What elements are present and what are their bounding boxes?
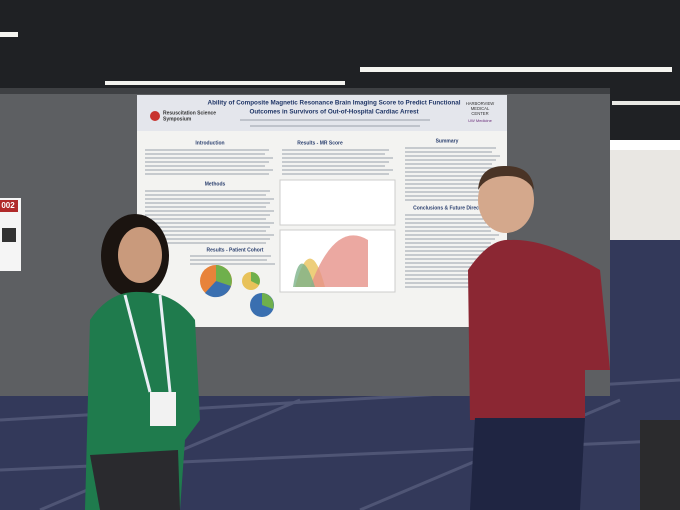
pie-slice	[262, 293, 274, 309]
pants	[90, 450, 180, 510]
figure-curve	[293, 263, 315, 287]
section-header: Introduction	[195, 140, 224, 146]
poster-title: Outcomes in Survivors of Out-of-Hospital…	[249, 109, 419, 116]
pants	[470, 418, 585, 510]
symposium: Resuscitation Science	[163, 110, 216, 116]
pie-slice	[251, 272, 260, 285]
figure	[279, 179, 396, 226]
pie-slice	[216, 265, 232, 286]
institution: MEDICAL	[471, 106, 490, 111]
section-header: Results - MR Score	[297, 140, 343, 146]
lanyard	[123, 294, 172, 393]
symposium: Symposium	[163, 116, 192, 122]
logo	[150, 111, 160, 121]
hair	[478, 165, 534, 190]
carpet-pattern	[0, 378, 680, 510]
section-header: Conclusions & Future Directions	[413, 205, 491, 211]
face	[478, 167, 534, 233]
section-header: Summary	[436, 138, 459, 144]
institution: CENTER	[471, 111, 488, 116]
board-frame	[0, 88, 610, 94]
institution: HARBORVIEW	[466, 101, 495, 106]
qr-code	[2, 228, 16, 242]
body-text	[145, 147, 500, 288]
section-header: Results - Patient Cohort	[207, 247, 264, 253]
light	[105, 81, 345, 85]
light	[0, 32, 18, 37]
institution: UW Medicine	[468, 118, 493, 123]
sign-number: 002	[1, 201, 15, 210]
figure-curve	[310, 235, 368, 287]
bag	[640, 420, 680, 510]
shirt	[468, 239, 610, 420]
light	[612, 101, 680, 105]
poster-header	[137, 95, 507, 131]
sign-band	[0, 200, 18, 212]
wall	[605, 150, 680, 245]
poster-title: Ability of Composite Magnetic Resonance …	[208, 100, 461, 107]
face	[118, 227, 162, 283]
badge	[150, 392, 176, 426]
light	[360, 67, 672, 72]
section-header: Methods	[205, 181, 226, 187]
pie-slice	[205, 281, 231, 298]
